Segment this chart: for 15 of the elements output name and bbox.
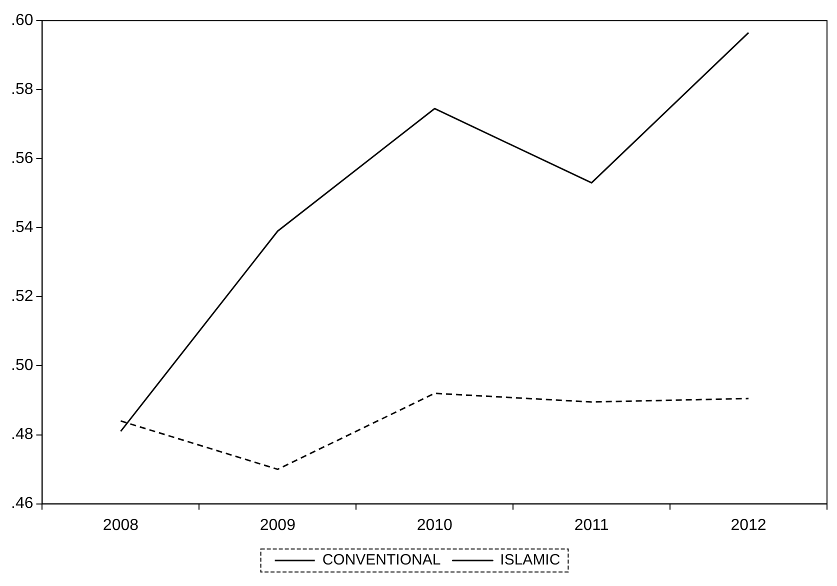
y-tick-label: .58 xyxy=(10,81,34,98)
x-tick-label: 2010 xyxy=(416,516,453,534)
y-tick-label: .54 xyxy=(10,219,34,236)
x-tick-label: 2009 xyxy=(260,516,296,534)
y-tick-label: .46 xyxy=(10,495,34,512)
legend-label: CONVENTIONAL xyxy=(322,552,441,569)
x-tick-label: 2011 xyxy=(574,516,609,534)
y-tick-label: .48 xyxy=(10,426,34,444)
y-tick-label: .60 xyxy=(10,12,34,30)
y-tick-label: .56 xyxy=(10,150,34,168)
x-tick-label: 2008 xyxy=(102,516,139,534)
y-tick-label: .52 xyxy=(10,288,34,306)
y-tick-label: .50 xyxy=(10,357,34,374)
legend-label: ISLAMIC xyxy=(500,552,560,569)
x-tick-label: 2012 xyxy=(730,516,766,534)
